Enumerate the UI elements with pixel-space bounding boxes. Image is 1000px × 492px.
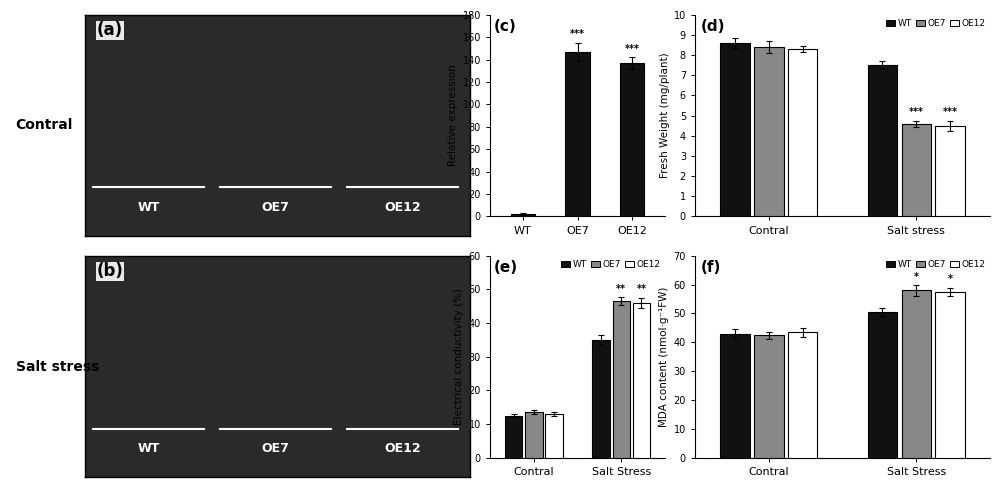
Text: *: * [914, 272, 919, 281]
Text: ***: *** [943, 107, 958, 117]
Bar [868, 312, 897, 458]
Text: (b): (b) [97, 263, 123, 280]
Text: WT: WT [137, 442, 160, 455]
Text: (f): (f) [701, 260, 721, 275]
Y-axis label: Relative expression: Relative expression [448, 65, 458, 166]
Bar [902, 290, 931, 458]
Text: **: ** [636, 284, 646, 294]
Bar [505, 416, 522, 458]
Bar [902, 123, 931, 216]
Bar [935, 292, 965, 458]
Y-axis label: Fresh Weight (mg/plant): Fresh Weight (mg/plant) [660, 53, 670, 179]
Bar [720, 334, 750, 458]
Text: OE12: OE12 [384, 442, 421, 455]
Bar [633, 303, 650, 458]
Bar [720, 43, 750, 216]
Text: OE12: OE12 [384, 201, 421, 214]
Text: Salt stress: Salt stress [16, 360, 99, 373]
Bar [592, 340, 610, 458]
Bar [868, 65, 897, 216]
Y-axis label: MDA content (nmol·g⁻¹FW): MDA content (nmol·g⁻¹FW) [659, 286, 669, 427]
Text: ***: *** [909, 107, 924, 117]
Bar [788, 49, 817, 216]
Text: *: * [948, 274, 953, 284]
Bar [545, 414, 563, 458]
Text: OE7: OE7 [262, 201, 290, 214]
Bar [754, 335, 784, 458]
Legend: WT, OE7, OE12: WT, OE7, OE12 [883, 16, 989, 32]
Text: (d): (d) [701, 19, 725, 34]
Bar [511, 214, 535, 216]
Text: **: ** [616, 283, 626, 294]
Legend: WT, OE7, OE12: WT, OE7, OE12 [883, 257, 989, 273]
Bar [935, 125, 965, 216]
Bar [565, 52, 590, 216]
Bar [525, 412, 542, 458]
Legend: WT, OE7, OE12: WT, OE7, OE12 [558, 257, 664, 273]
Text: (a): (a) [97, 21, 123, 39]
Text: OE7: OE7 [262, 442, 290, 455]
Y-axis label: Electrical conductivity (%): Electrical conductivity (%) [454, 288, 464, 425]
Text: ***: *** [625, 44, 640, 54]
Text: Contral: Contral [16, 119, 73, 132]
Bar [788, 332, 817, 458]
Text: ***: *** [570, 30, 585, 39]
Text: (e): (e) [494, 260, 518, 275]
Bar [754, 47, 784, 216]
Bar [620, 63, 644, 216]
Bar [612, 301, 630, 458]
Text: (c): (c) [494, 19, 516, 34]
Text: WT: WT [137, 201, 160, 214]
